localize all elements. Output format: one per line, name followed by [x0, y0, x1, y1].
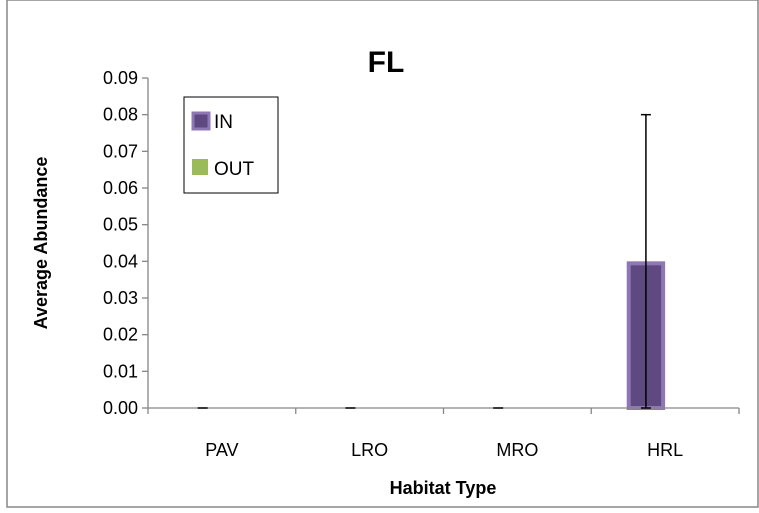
- y-axis-ticks: 0.00 0.01 0.02 0.03 0.04 0.05 0.06 0.07 0.08 0.09: [103, 68, 148, 418]
- y-tick-label: 0.02: [103, 325, 138, 345]
- x-tick-label: PAV: [205, 440, 238, 460]
- legend-swatch-in: [191, 111, 211, 131]
- x-tick-label: LRO: [351, 440, 388, 460]
- y-tick-label: 0.09: [103, 68, 138, 88]
- y-tick-label: 0.01: [103, 361, 138, 381]
- y-tick-label: 0.07: [103, 141, 138, 161]
- x-axis-title: Habitat Type: [390, 478, 497, 498]
- x-tick-label: MRO: [496, 440, 538, 460]
- y-tick-label: 0.04: [103, 251, 138, 271]
- y-tick-label: 0.08: [103, 105, 138, 125]
- chart-border: [6, 0, 759, 508]
- legend: IN OUT: [183, 96, 279, 194]
- y-tick-label: 0.06: [103, 178, 138, 198]
- y-axis-title: Average Abundance: [31, 157, 51, 330]
- y-tick-label: 0.05: [103, 215, 138, 235]
- error-bar-layer: [197, 113, 651, 409]
- y-tick-label: 0.03: [103, 288, 138, 308]
- x-tick-label: HRL: [647, 440, 683, 460]
- x-axis-ticks: PAV LRO MRO HRL: [147, 408, 740, 460]
- legend-label-in: IN: [214, 112, 233, 133]
- legend-label-out: OUT: [214, 159, 255, 180]
- axes: [147, 78, 739, 409]
- chart-title: FL: [368, 46, 405, 79]
- legend-swatch-out: [192, 159, 208, 175]
- y-tick-label: 0.00: [103, 398, 138, 418]
